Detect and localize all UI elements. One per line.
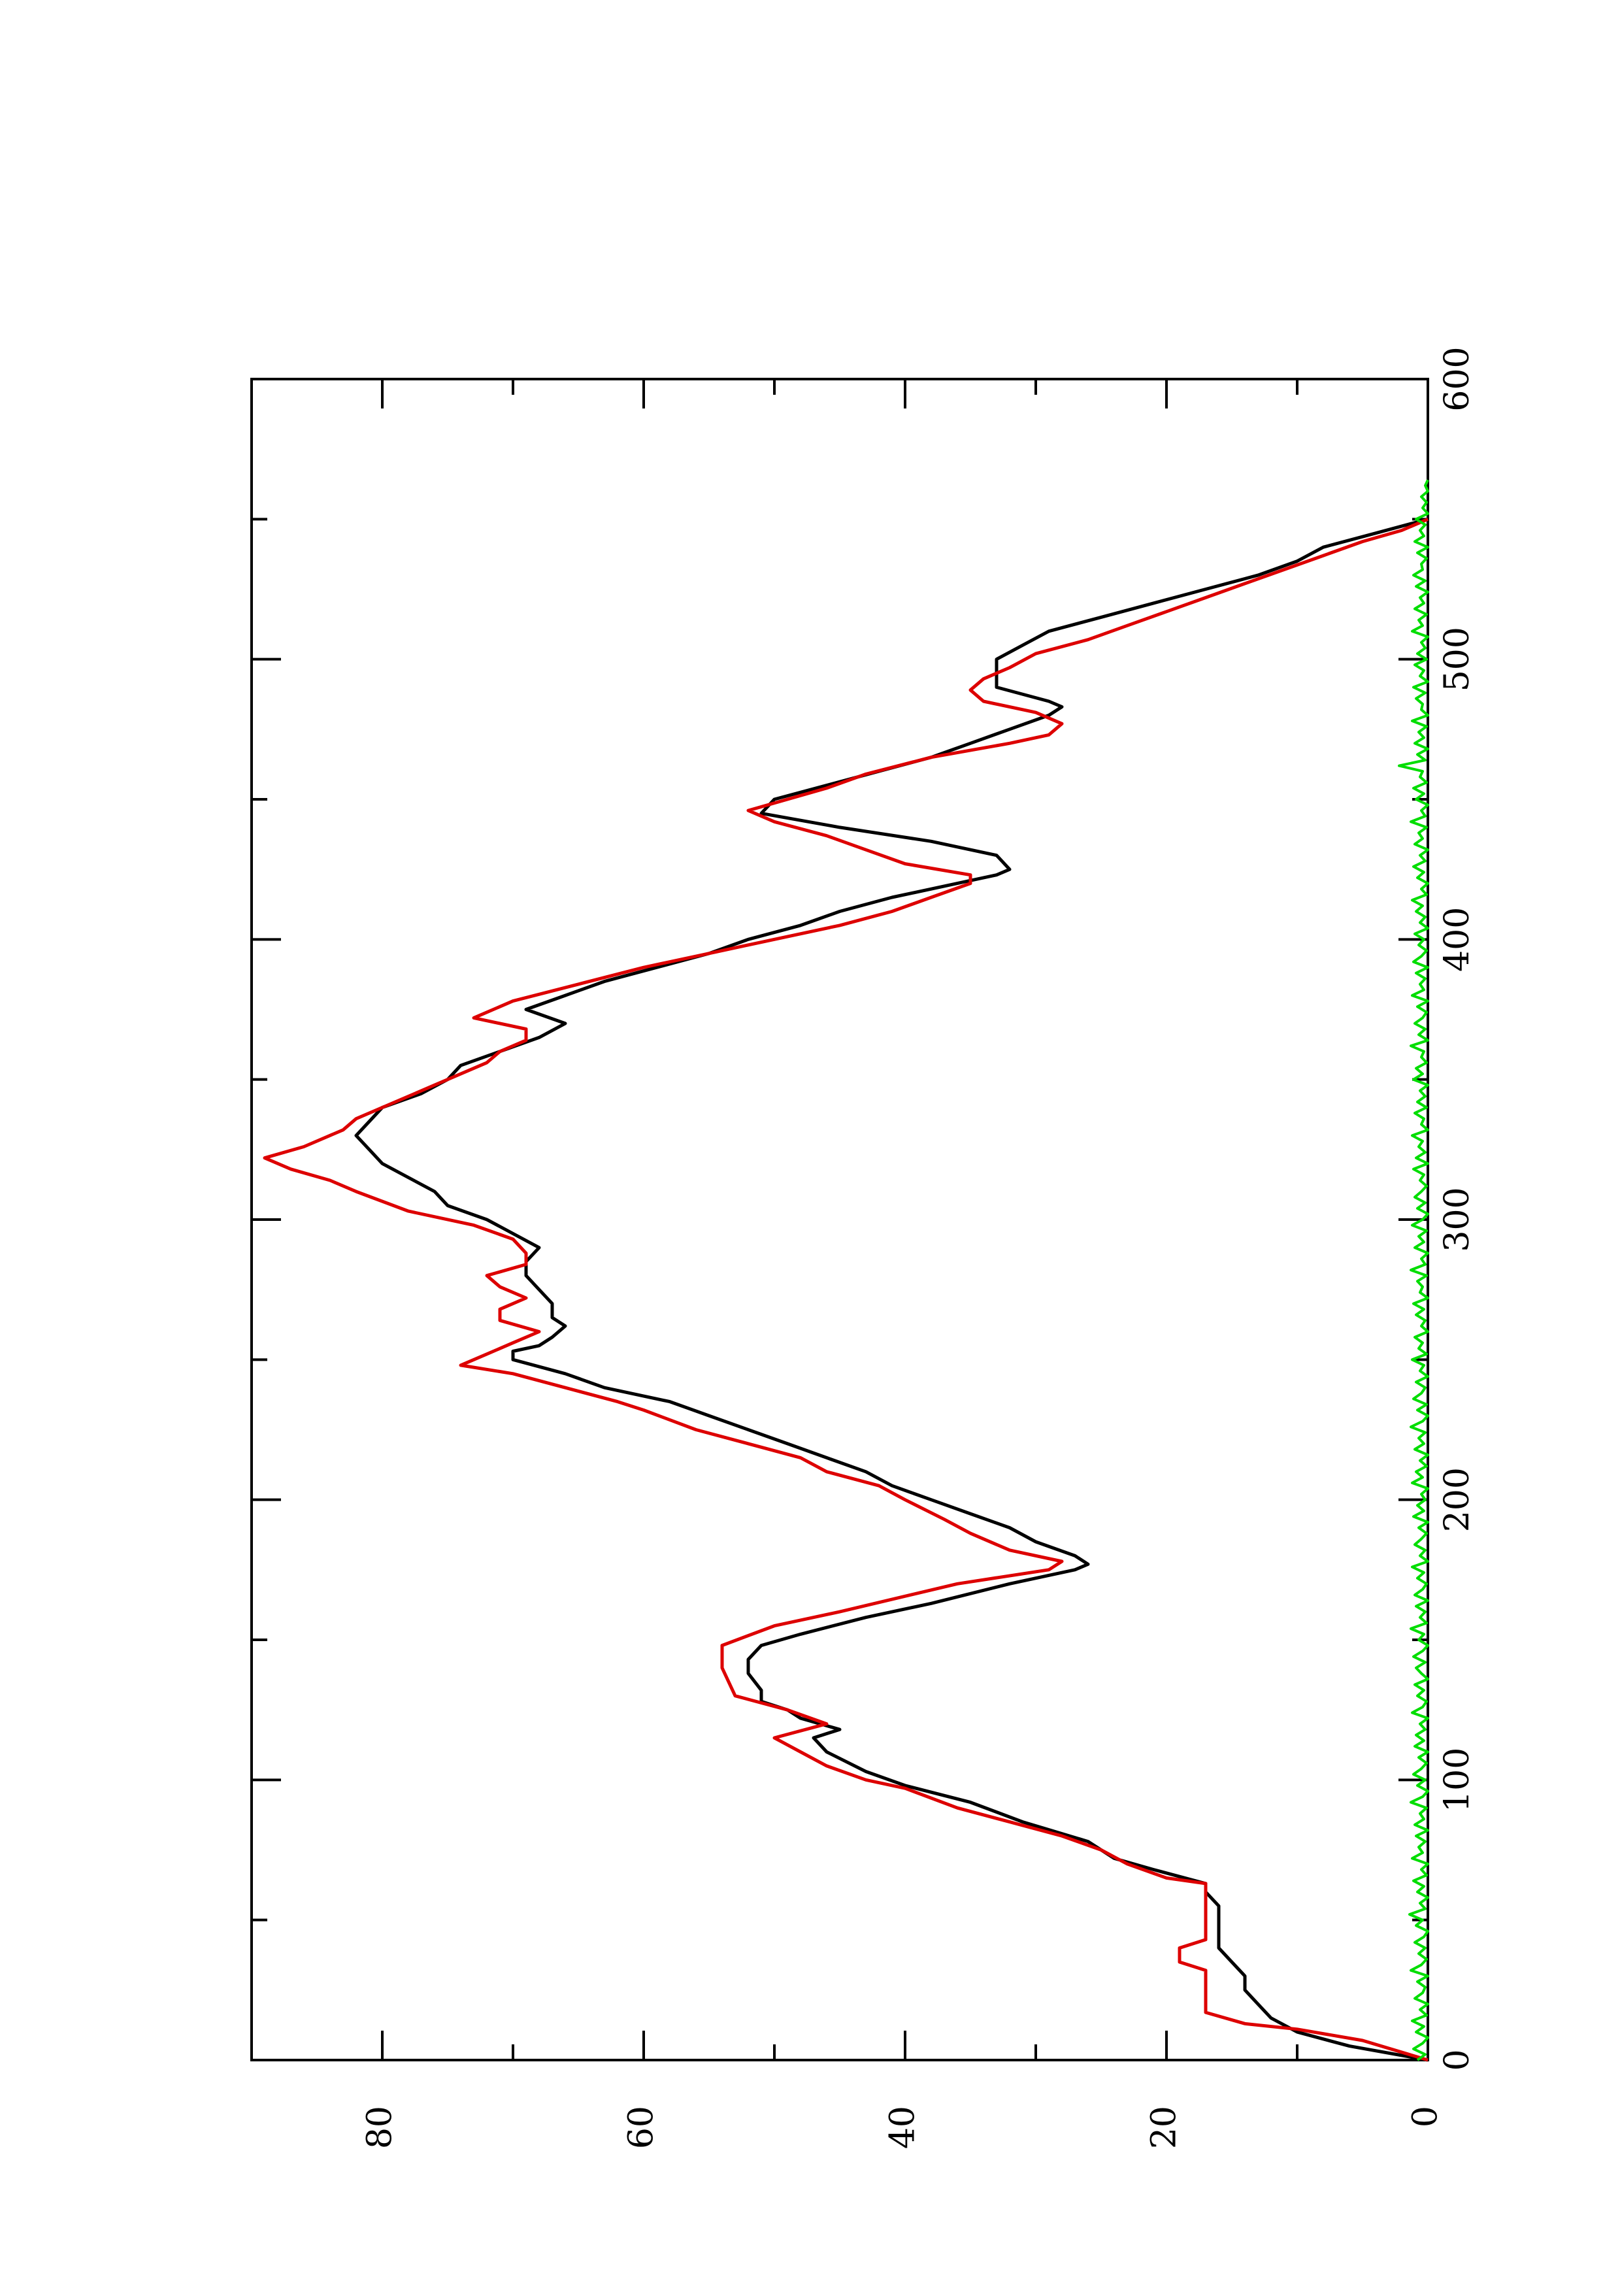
- y-tick-label: 20: [1145, 2106, 1184, 2149]
- x-tick-label: 300: [1438, 1187, 1477, 1252]
- series-green-line: [1398, 479, 1429, 2061]
- series-red-line: [263, 518, 1429, 2062]
- y-tick-label: 80: [361, 2106, 400, 2149]
- y-tick-label: 0: [1406, 2106, 1446, 2127]
- series-black-line: [354, 517, 1429, 2062]
- x-tick-label: 600: [1438, 346, 1477, 411]
- x-tick-label: 100: [1438, 1748, 1477, 1812]
- y-tick-label: 60: [622, 2106, 661, 2149]
- x-tick-label: 200: [1438, 1467, 1477, 1532]
- x-tick-label: 0: [1438, 2049, 1477, 2071]
- plot-frame: [250, 378, 1429, 2061]
- x-tick-label: 500: [1438, 627, 1477, 691]
- x-tick-label: 400: [1438, 907, 1477, 972]
- y-tick-label: 40: [884, 2106, 923, 2149]
